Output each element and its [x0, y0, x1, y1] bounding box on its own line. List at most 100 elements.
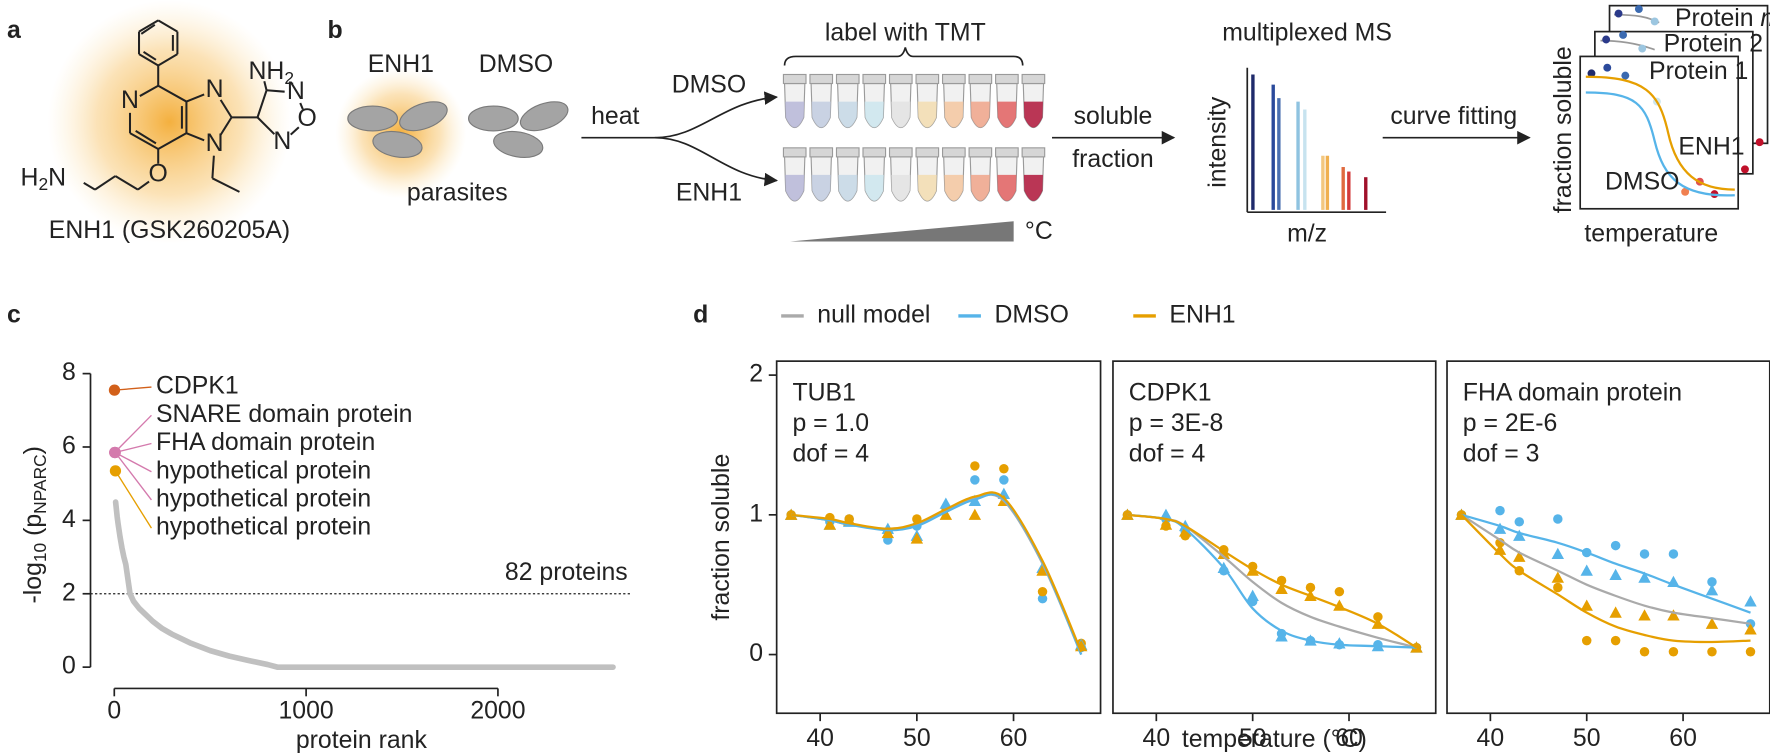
tube-cap [915, 73, 940, 85]
highlight-label: hypothetical protein [156, 514, 371, 541]
circle-point [1668, 549, 1679, 559]
triangle-point [1333, 637, 1346, 649]
circle-point [1305, 582, 1316, 593]
y-axis-label: -log10 (pNPARC) [20, 446, 50, 603]
circle-point [999, 463, 1009, 474]
tube-cap [862, 147, 887, 158]
step-label: heat [591, 103, 639, 130]
triangle-point [1159, 508, 1173, 520]
triangle-point [1609, 606, 1622, 618]
fit-curve [1461, 513, 1751, 614]
triangle-point [1551, 571, 1565, 583]
triangle-point [1638, 609, 1651, 621]
amine-label-part: 2 [38, 174, 48, 194]
highlight-label: hypothetical protein [156, 457, 371, 484]
circle-point [1037, 586, 1048, 597]
compound-glow [47, 0, 292, 244]
axis-label: fraction soluble [1550, 46, 1577, 213]
amine-label-part: N [48, 164, 66, 191]
leader-line [114, 414, 152, 453]
leader-line [114, 451, 152, 473]
temperature-wedge [790, 221, 1014, 242]
panel-annotation: FHA domain protein [1463, 379, 1682, 406]
parasite [468, 105, 519, 132]
atom-label: N [121, 87, 139, 114]
parasite [372, 130, 423, 158]
step-label: soluble [1074, 103, 1153, 130]
y-tick-label: 0 [749, 640, 763, 667]
fit-curve [791, 491, 1083, 653]
panel-annotation: dof = 4 [792, 440, 869, 467]
circle-point [1495, 505, 1505, 516]
atom-label: N [273, 128, 291, 155]
axis-label: intensity [1205, 96, 1232, 188]
triangle-point [910, 532, 924, 544]
triangle-point [784, 508, 798, 520]
card-dot [1614, 9, 1623, 18]
bond [290, 126, 300, 136]
bond [219, 116, 233, 136]
triangle-point [1275, 630, 1288, 642]
y-axis-label: fraction soluble [708, 454, 735, 621]
triangle-point [1159, 518, 1173, 530]
fit-curve [1460, 513, 1751, 625]
tube-liquid [864, 174, 884, 201]
bond [263, 81, 268, 91]
highlight-point [109, 465, 122, 477]
bond [83, 181, 96, 191]
bond [186, 132, 205, 142]
tube-cap [782, 73, 807, 85]
circle-point [1037, 593, 1048, 604]
circle-point [999, 475, 1009, 485]
y-axis-label-part: NPARC [29, 454, 49, 513]
x-tick-label: 60 [1669, 725, 1697, 752]
condition-label: DMSO [672, 71, 746, 98]
card-label-part: Protein [1675, 5, 1754, 32]
triangle-point [1179, 525, 1192, 537]
bond [157, 84, 187, 103]
caption: parasites [407, 180, 508, 207]
x-tick-label: 40 [1477, 725, 1505, 752]
triangle-point [1275, 582, 1288, 594]
leader-line [114, 442, 152, 454]
x-tick-label: 40 [806, 725, 834, 752]
circle-point [970, 475, 980, 485]
tube-cap [915, 147, 940, 158]
triangle-point [939, 508, 953, 520]
tube-liquid [917, 174, 937, 201]
leader-line [114, 470, 153, 529]
card-label: Protein 1 [1649, 58, 1748, 85]
panel-label: d [693, 302, 708, 329]
atom-label: O [149, 160, 168, 187]
arrow [654, 136, 779, 187]
circle-point [1553, 582, 1563, 593]
compound-name: ENH1 (GSK260205A) [49, 217, 290, 244]
x-tick-label: 2000 [470, 698, 525, 725]
tube-liquid [811, 101, 831, 128]
tube-cap [995, 147, 1019, 158]
tube-liquid [917, 101, 937, 128]
highlight-label: FHA domain protein [156, 429, 375, 456]
circle-point [1745, 647, 1756, 657]
tube-liquid [970, 174, 990, 201]
tube-cap [968, 147, 993, 158]
y-tick-label: 1 [749, 500, 763, 527]
tube-liquid [970, 101, 990, 128]
leader-line [114, 386, 152, 391]
tube-liquid [838, 101, 858, 128]
condition-label: ENH1 [676, 180, 742, 207]
y-axis-label-part: -log [20, 562, 47, 603]
x-tick-label: 40 [1143, 725, 1171, 752]
bond [138, 19, 159, 33]
card-dot [1755, 138, 1764, 147]
triangle-point [1513, 529, 1526, 541]
panel-annotation: p = 3E-8 [1129, 410, 1223, 437]
triangle-point [939, 497, 953, 509]
amine-label-part: H [21, 164, 39, 191]
y-tick-label: 6 [62, 433, 76, 460]
card-dot [1619, 31, 1628, 39]
triangle-point [1744, 595, 1757, 607]
card-label: Protein 2 [1664, 31, 1763, 58]
circle-point [1639, 549, 1650, 559]
